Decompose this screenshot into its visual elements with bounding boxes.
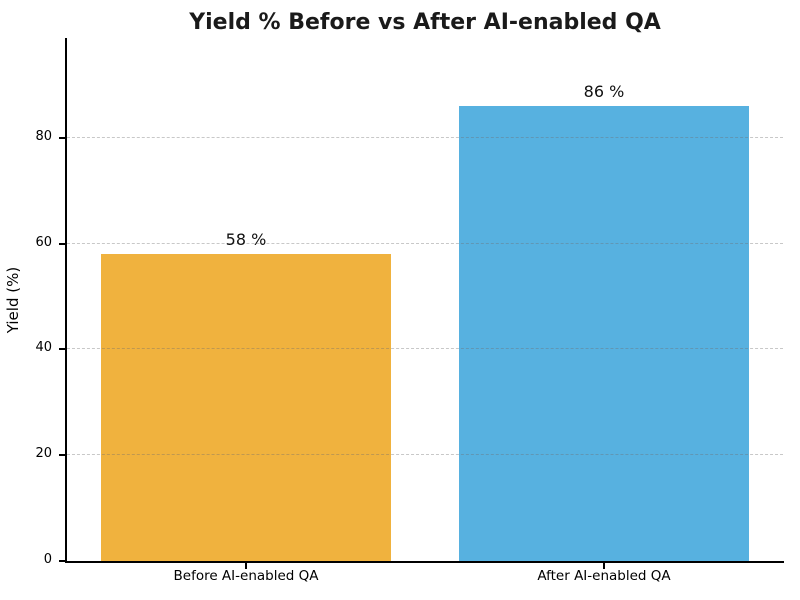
gridline-y-40 xyxy=(67,348,783,350)
y-tick-mark-0 xyxy=(59,560,66,562)
x-category-label-1: After AI-enabled QA xyxy=(537,568,671,584)
bar-before-ai-enabled-qa xyxy=(101,254,391,561)
x-category-label-0: Before AI-enabled QA xyxy=(173,568,319,584)
x-tick-mark-1 xyxy=(603,563,605,569)
bar-value-label-1: 86 % xyxy=(583,82,625,102)
gridline-y-20 xyxy=(67,454,783,456)
bar-value-label-0: 58 % xyxy=(225,230,267,250)
y-axis-spine xyxy=(65,38,67,563)
bar-after-ai-enabled-qa xyxy=(459,106,749,561)
y-tick-mark-20 xyxy=(59,454,66,457)
x-axis-spine xyxy=(65,561,784,563)
y-tick-mark-40 xyxy=(59,348,66,351)
gridline-y-60 xyxy=(67,242,783,244)
gridline-y-80 xyxy=(67,136,783,138)
y-tick-mark-80 xyxy=(59,136,66,139)
y-axis-label: Yield (%) xyxy=(4,266,22,334)
y-tick-label-40: 40 xyxy=(35,340,52,356)
y-tick-label-20: 20 xyxy=(35,446,52,462)
y-tick-mark-60 xyxy=(59,242,66,245)
y-tick-label-0: 0 xyxy=(43,552,52,567)
x-tick-mark-0 xyxy=(245,563,247,569)
y-tick-label-60: 60 xyxy=(35,234,52,250)
y-tick-label-80: 80 xyxy=(35,128,52,144)
chart-title: Yield % Before vs After AI-enabled QA xyxy=(189,10,661,35)
